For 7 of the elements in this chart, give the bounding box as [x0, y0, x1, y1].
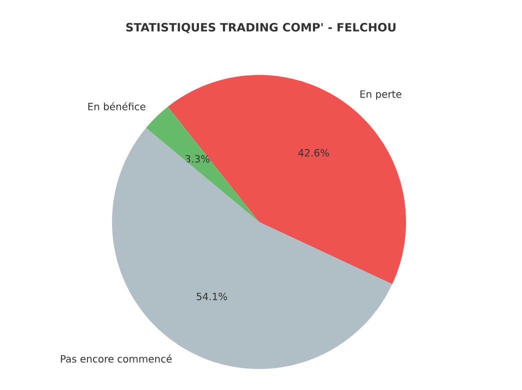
- slice-label: En bénéfice: [88, 102, 146, 110]
- slice-label: En perte: [360, 90, 402, 100]
- chart-title: STATISTIQUES TRADING COMP' - FELCHOU: [126, 22, 396, 34]
- data-label: 54.1%: [196, 292, 228, 300]
- data-label: 42.6%: [298, 149, 329, 157]
- data-label: 3.3%: [186, 155, 210, 163]
- slice-label: Pas encore commencé: [60, 354, 172, 363]
